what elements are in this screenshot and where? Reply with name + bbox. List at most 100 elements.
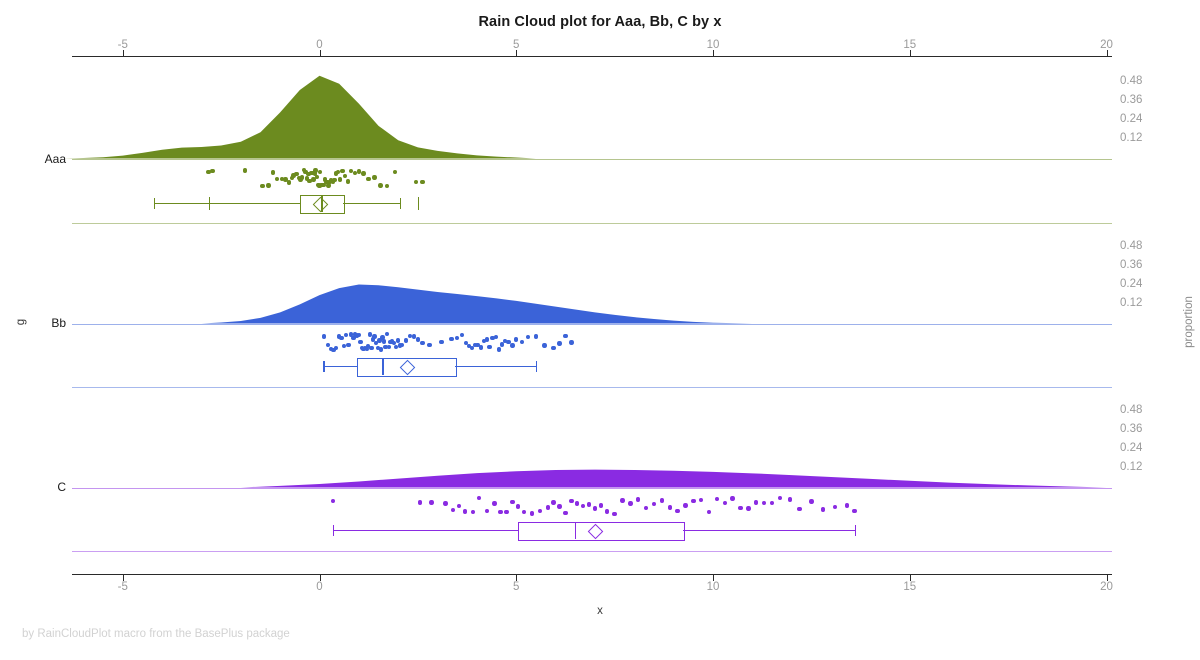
rain-dot bbox=[322, 334, 327, 339]
proportion-tick-label: 0.24 bbox=[1120, 278, 1143, 291]
rain-dot bbox=[844, 503, 849, 508]
rain-dot bbox=[420, 340, 425, 346]
group-baseline-bb bbox=[72, 323, 1112, 325]
rain-dot bbox=[312, 171, 317, 176]
rain-dot bbox=[383, 344, 388, 350]
rain-dot bbox=[761, 500, 767, 505]
proportion-tick-label: 0.12 bbox=[1120, 461, 1143, 474]
rain-dot bbox=[325, 342, 331, 347]
rain-dot bbox=[333, 345, 339, 351]
rain-dot bbox=[809, 499, 814, 504]
boxplot-whisker bbox=[343, 203, 401, 205]
rain-dot bbox=[242, 168, 247, 173]
rain-dot bbox=[340, 169, 345, 174]
rain-dot bbox=[484, 337, 489, 342]
rain-dot bbox=[381, 339, 387, 344]
proportion-tick-label: 0.48 bbox=[1120, 404, 1143, 417]
rain-dot bbox=[378, 183, 383, 188]
rain-dot bbox=[569, 498, 574, 503]
rain-dot bbox=[580, 503, 586, 509]
rain-dot bbox=[746, 506, 751, 511]
rain-dot bbox=[592, 506, 598, 511]
rain-dot bbox=[832, 504, 838, 509]
rain-dot bbox=[380, 335, 385, 340]
proportion-tick-label: 0.24 bbox=[1120, 442, 1143, 455]
rain-dot bbox=[769, 500, 775, 505]
rain-dot bbox=[417, 500, 423, 505]
boxplot-whisker-cap-high bbox=[854, 525, 856, 536]
axis-tick-label: 5 bbox=[513, 39, 520, 51]
rain-dot bbox=[463, 340, 469, 346]
rain-dot bbox=[352, 170, 358, 176]
rain-dot bbox=[344, 333, 349, 338]
axis-tick-label: 5 bbox=[513, 581, 520, 593]
rain-dot bbox=[496, 347, 502, 352]
rain-dot bbox=[525, 334, 531, 340]
rain-dot bbox=[361, 171, 366, 176]
boxplot-median-line bbox=[321, 194, 323, 212]
rain-dot bbox=[372, 175, 377, 180]
rain-dot bbox=[356, 169, 362, 174]
rain-dot bbox=[332, 178, 337, 183]
rain-dot bbox=[266, 183, 271, 188]
rain-dot bbox=[643, 505, 649, 511]
axis-tick bbox=[1106, 50, 1108, 56]
rain-dot bbox=[311, 177, 316, 182]
axis-tick-label: -5 bbox=[117, 581, 128, 593]
rain-dot bbox=[492, 501, 497, 506]
proportion-tick-label: 0.48 bbox=[1120, 75, 1143, 88]
rain-dot bbox=[777, 496, 783, 501]
rain-dot bbox=[504, 509, 509, 515]
rain-dot bbox=[392, 169, 398, 175]
rain-dot bbox=[370, 337, 376, 342]
rain-dot bbox=[557, 341, 562, 346]
rain-dot bbox=[675, 508, 680, 514]
boxplot-whisker bbox=[154, 203, 300, 205]
rain-dot bbox=[691, 498, 696, 504]
rain-dot bbox=[279, 176, 285, 182]
rain-dot bbox=[399, 343, 405, 348]
axis-tick bbox=[713, 575, 714, 581]
y-axis-title: g bbox=[15, 318, 28, 326]
rain-dot bbox=[797, 506, 802, 512]
rain-dot bbox=[283, 177, 288, 182]
rain-dot bbox=[420, 180, 425, 185]
proportion-tick-label: 0.48 bbox=[1120, 240, 1143, 253]
axis-tick-label: 20 bbox=[1100, 581, 1113, 593]
rain-dot bbox=[569, 340, 574, 345]
rain-dot bbox=[356, 333, 362, 338]
rain-dot bbox=[346, 342, 351, 348]
rain-dot bbox=[366, 176, 371, 182]
rain-dot bbox=[620, 498, 625, 503]
rain-dot bbox=[659, 498, 665, 503]
group-baseline-aaa bbox=[72, 158, 1112, 160]
rain-dot bbox=[260, 183, 265, 188]
boxplot-whisker bbox=[333, 530, 519, 532]
rain-dot bbox=[516, 504, 521, 509]
rain-dot bbox=[510, 343, 515, 348]
rain-dot bbox=[698, 497, 704, 503]
boxplot-whisker-cap-low bbox=[154, 198, 156, 209]
axis-tick bbox=[319, 50, 321, 56]
boxplot-outlier-low bbox=[209, 197, 211, 210]
rain-dot bbox=[598, 503, 604, 508]
axis-tick bbox=[516, 50, 518, 56]
rain-dot bbox=[342, 173, 348, 178]
bottom-axis-line bbox=[72, 574, 1112, 576]
rain-dot bbox=[331, 498, 336, 504]
axis-tick-label: 15 bbox=[903, 39, 917, 51]
rain-dot bbox=[484, 508, 489, 514]
rain-dot bbox=[510, 499, 515, 504]
rain-dot bbox=[429, 500, 434, 505]
boxplot-box-bb bbox=[356, 357, 458, 377]
rain-dot bbox=[326, 183, 331, 188]
rain-dot bbox=[706, 509, 712, 515]
rain-dot bbox=[369, 345, 374, 351]
rain-dot bbox=[325, 179, 330, 185]
rain-dot bbox=[274, 177, 280, 182]
rain-dot bbox=[683, 503, 688, 508]
rain-dot bbox=[289, 175, 295, 181]
